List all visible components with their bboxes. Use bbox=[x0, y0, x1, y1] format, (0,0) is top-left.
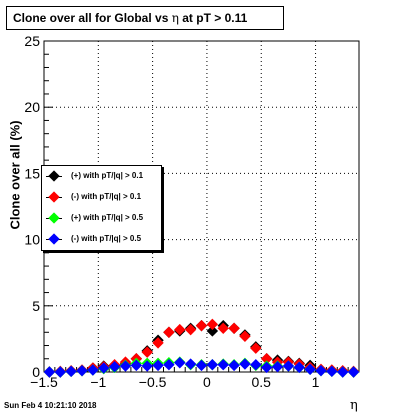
data-point bbox=[217, 359, 229, 371]
data-point bbox=[65, 365, 77, 378]
data-point bbox=[239, 358, 251, 370]
data-point bbox=[347, 366, 360, 378]
data-point bbox=[282, 360, 295, 372]
data-point bbox=[315, 364, 327, 377]
chart-title: Clone over all for Global vs η at pT > 0… bbox=[6, 6, 284, 30]
data-point bbox=[228, 359, 240, 372]
x-axis-label: η bbox=[350, 398, 358, 413]
legend-item: (-) with pT/|q| > 0.1 bbox=[42, 189, 161, 207]
data-point bbox=[206, 325, 219, 337]
data-point bbox=[271, 360, 284, 373]
data-point bbox=[108, 360, 121, 373]
y-tick-label: 5 bbox=[32, 298, 40, 314]
y-tick-label: 15 bbox=[24, 165, 40, 181]
y-tick-label: 10 bbox=[24, 232, 40, 248]
data-point bbox=[152, 337, 164, 349]
data-point bbox=[163, 359, 175, 371]
data-point bbox=[98, 362, 110, 374]
data-point bbox=[195, 319, 208, 332]
title-prefix: Clone over all for Global vs bbox=[13, 11, 172, 25]
legend-label: (-) with pT/|q| > 0.5 bbox=[71, 234, 142, 243]
legend-marker-green bbox=[48, 212, 60, 224]
x-tick-label: 0.5 bbox=[252, 374, 272, 390]
legend-item: (+) with pT/|q| > 0.5 bbox=[42, 210, 161, 228]
data-point bbox=[163, 326, 175, 338]
data-point bbox=[152, 359, 164, 372]
data-point bbox=[293, 361, 305, 374]
title-suffix: at pT > 0.11 bbox=[178, 11, 248, 25]
data-point bbox=[326, 365, 338, 378]
x-tick-label: 1 bbox=[312, 374, 320, 390]
title-eta: η bbox=[171, 11, 179, 25]
data-point bbox=[87, 364, 99, 376]
data-point bbox=[250, 342, 262, 354]
data-point bbox=[239, 330, 251, 342]
timestamp-footer: Sun Feb 4 10:21:10 2018 bbox=[4, 401, 97, 410]
data-point bbox=[76, 364, 88, 377]
legend: (+) with pT/|q| > 0.1 (-) with pT/|q| > … bbox=[41, 165, 162, 251]
legend-label: (-) with pT/|q| > 0.1 bbox=[71, 192, 142, 201]
data-point bbox=[184, 358, 197, 370]
data-point bbox=[119, 360, 132, 372]
data-point bbox=[54, 366, 67, 378]
legend-label: (+) with pT/|q| > 0.1 bbox=[71, 171, 144, 180]
x-tick-label: −1 bbox=[90, 374, 106, 390]
y-tick-label: 0 bbox=[32, 364, 40, 380]
data-point bbox=[228, 322, 240, 335]
legend-item: (+) with pT/|q| > 0.1 bbox=[42, 168, 161, 186]
data-point bbox=[250, 359, 262, 371]
data-point bbox=[195, 359, 208, 372]
data-point bbox=[43, 366, 56, 378]
data-point bbox=[184, 323, 197, 336]
data-point bbox=[141, 346, 153, 358]
legend-item: (-) with pT/|q| > 0.5 bbox=[42, 231, 161, 249]
x-tick-label: −0.5 bbox=[139, 374, 167, 390]
y-tick-label: 20 bbox=[24, 99, 40, 115]
data-point bbox=[174, 357, 186, 369]
data-point bbox=[336, 366, 349, 378]
data-point bbox=[130, 359, 143, 372]
data-point bbox=[206, 318, 219, 331]
data-point bbox=[217, 322, 229, 335]
legend-marker-red bbox=[48, 191, 60, 203]
y-axis-label: Clone over all (%) bbox=[7, 120, 23, 230]
data-point bbox=[206, 359, 219, 371]
y-tick-label: 25 bbox=[24, 33, 40, 49]
legend-marker-black bbox=[48, 170, 60, 182]
data-point bbox=[174, 323, 186, 336]
data-point bbox=[260, 361, 273, 374]
x-tick-label: −1.5 bbox=[30, 374, 58, 390]
legend-marker-blue bbox=[48, 233, 60, 245]
data-point bbox=[304, 363, 316, 376]
data-point bbox=[141, 360, 153, 372]
x-tick-label: 0 bbox=[203, 374, 211, 390]
legend-label: (+) with pT/|q| > 0.5 bbox=[71, 213, 144, 222]
